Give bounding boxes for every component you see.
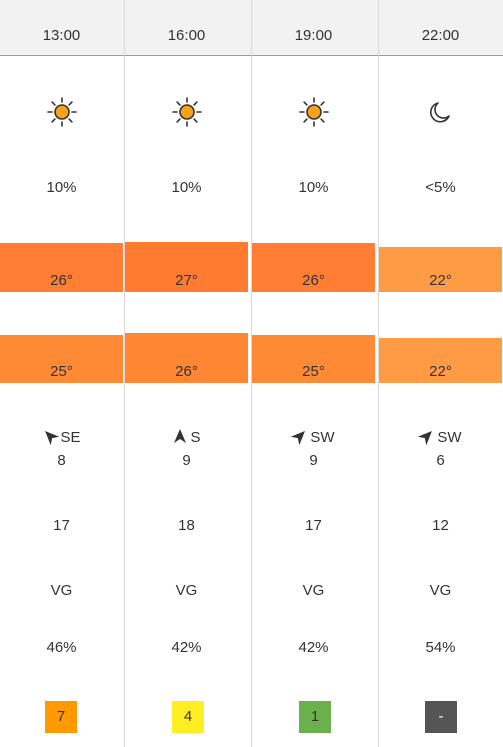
wind-speed: 9	[309, 452, 318, 469]
temperature-bar: 26°	[252, 243, 375, 292]
precipitation-chance: 10%	[298, 179, 329, 196]
wind-gust: 17	[53, 517, 70, 534]
wind-direction: SW	[379, 428, 502, 446]
temperature-value: 27°	[175, 272, 198, 289]
uv-index-badge: 7	[45, 701, 77, 733]
forecast-column: 16:00 10% 27° 26° S 9 18 VG 42% 4	[125, 0, 252, 747]
humidity: 54%	[425, 639, 456, 656]
forecast-time: 13:00	[42, 27, 81, 44]
feels-like-value: 26°	[175, 363, 198, 380]
wind-speed: 6	[436, 452, 445, 469]
temperature-value: 26°	[50, 272, 73, 289]
column-divider	[378, 0, 379, 747]
humidity: 42%	[171, 639, 202, 656]
feels-like-bar: 25°	[252, 335, 375, 383]
column-divider	[251, 0, 252, 747]
wind-speed: 8	[57, 452, 66, 469]
feels-like-value: 22°	[429, 363, 452, 380]
sun-icon	[252, 96, 375, 128]
feels-like-value: 25°	[50, 363, 73, 380]
temperature-bar: 26°	[0, 243, 123, 292]
precipitation-chance: <5%	[425, 179, 456, 196]
uv-index-badge: -	[425, 701, 457, 733]
wind-gust: 12	[432, 517, 449, 534]
feels-like-bar: 22°	[379, 338, 502, 383]
visibility: VG	[175, 582, 198, 599]
temperature-bar: 22°	[379, 247, 502, 292]
wind-arrow-icon	[42, 429, 60, 446]
wind-direction: S	[125, 428, 248, 446]
wind-arrow-icon	[172, 429, 190, 446]
wind-direction-label: SW	[437, 429, 462, 446]
column-divider	[124, 0, 125, 747]
visibility: VG	[50, 582, 73, 599]
wind-direction: SE	[0, 428, 123, 446]
wind-arrow-icon	[291, 429, 310, 446]
wind-direction: SW	[252, 428, 375, 446]
wind-arrow-icon	[418, 429, 437, 446]
temperature-value: 22°	[429, 272, 452, 289]
wind-direction-label: SW	[310, 429, 335, 446]
wind-gust: 17	[305, 517, 322, 534]
uv-index-badge: 4	[172, 701, 204, 733]
feels-like-bar: 25°	[0, 335, 123, 383]
wind-direction-label: S	[190, 429, 201, 446]
wind-gust: 18	[178, 517, 195, 534]
humidity: 42%	[298, 639, 329, 656]
forecast-time: 16:00	[167, 27, 206, 44]
precipitation-chance: 10%	[171, 179, 202, 196]
forecast-column: 22:00 <5% 22° 22° SW 6 12 VG 54% -	[379, 0, 503, 747]
feels-like-value: 25°	[302, 363, 325, 380]
precipitation-chance: 10%	[46, 179, 77, 196]
wind-direction-label: SE	[60, 429, 81, 446]
temperature-bar: 27°	[125, 242, 248, 292]
moon-icon	[379, 96, 502, 128]
forecast-time: 19:00	[294, 27, 333, 44]
uv-index-badge: 1	[299, 701, 331, 733]
forecast-column: 13:00 10% 26° 25° SE 8 17 VG 46% 7	[0, 0, 127, 747]
sun-icon	[0, 96, 123, 128]
visibility: VG	[429, 582, 452, 599]
forecast-column: 19:00 10% 26° 25° SW 9 17 VG 42% 1	[252, 0, 379, 747]
temperature-value: 26°	[302, 272, 325, 289]
humidity: 46%	[46, 639, 77, 656]
feels-like-bar: 26°	[125, 333, 248, 383]
forecast-time: 22:00	[421, 27, 460, 44]
sun-icon	[125, 96, 248, 128]
visibility: VG	[302, 582, 325, 599]
wind-speed: 9	[182, 452, 191, 469]
